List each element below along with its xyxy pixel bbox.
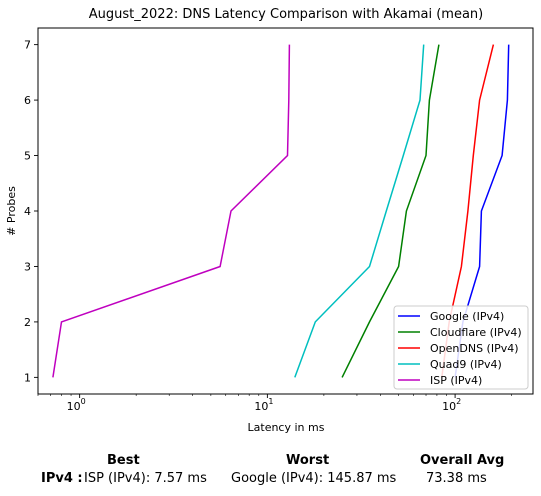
overall-avg-value: 73.38 ms [426, 471, 487, 486]
x-tick-label: 10 0 [67, 397, 86, 413]
legend-label-0: Google (IPv4) [430, 310, 504, 323]
x-tick-exponent: 1 [268, 397, 273, 406]
y-tick-label: 6 [24, 94, 31, 107]
x-tick-exponent: 2 [456, 397, 461, 406]
x-tick-base: 10 [67, 400, 81, 413]
legend-label-3: Quad9 (IPv4) [430, 358, 502, 371]
x-tick-base: 10 [254, 400, 268, 413]
y-tick-label: 3 [24, 260, 31, 273]
x-axis-label: Latency in ms [248, 421, 325, 434]
legend-frame [393, 305, 529, 390]
legend-label-4: ISP (IPv4) [430, 374, 482, 387]
y-tick-label: 1 [24, 371, 31, 384]
latency-chart: August_2022: DNS Latency Comparison with… [5, 7, 534, 434]
chart-title: August_2022: DNS Latency Comparison with… [89, 7, 483, 22]
series-layer [52, 44, 510, 378]
x-tick-base: 10 [442, 400, 456, 413]
worst-header: Worst [286, 453, 330, 468]
legend-label-2: OpenDNS (IPv4) [430, 342, 519, 355]
y-tick-label: 4 [24, 205, 31, 218]
y-tick-label: 5 [24, 150, 31, 163]
series-line-1 [341, 44, 440, 378]
y-tick-label: 2 [24, 316, 31, 329]
best-value: ISP (IPv4): 7.57 ms [84, 471, 207, 486]
overall-avg-header: Overall Avg [420, 453, 505, 468]
best-header: Best [107, 453, 140, 468]
summary-table: Best Worst Overall Avg IPv4 : ISP (IPv4)… [0, 448, 541, 496]
legend-label-1: Cloudflare (IPv4) [430, 326, 522, 339]
x-tick-label: 10 2 [442, 397, 461, 413]
y-axis-ticks: 1 2 3 4 5 6 7 [24, 39, 38, 384]
legend: Google (IPv4) Cloudflare (IPv4) OpenDNS (I… [393, 305, 529, 390]
y-axis-label: # Probes [5, 186, 18, 236]
x-tick-label: 10 1 [254, 397, 273, 413]
series-line-3 [294, 44, 425, 378]
x-axis-ticks: 10 0 10 1 10 2 [37, 394, 512, 413]
y-tick-label: 7 [24, 39, 31, 52]
series-line-4 [52, 44, 291, 378]
x-tick-exponent: 0 [81, 397, 86, 406]
worst-value: Google (IPv4): 145.87 ms [231, 471, 397, 486]
ipv4-row-label: IPv4 : [41, 471, 83, 486]
